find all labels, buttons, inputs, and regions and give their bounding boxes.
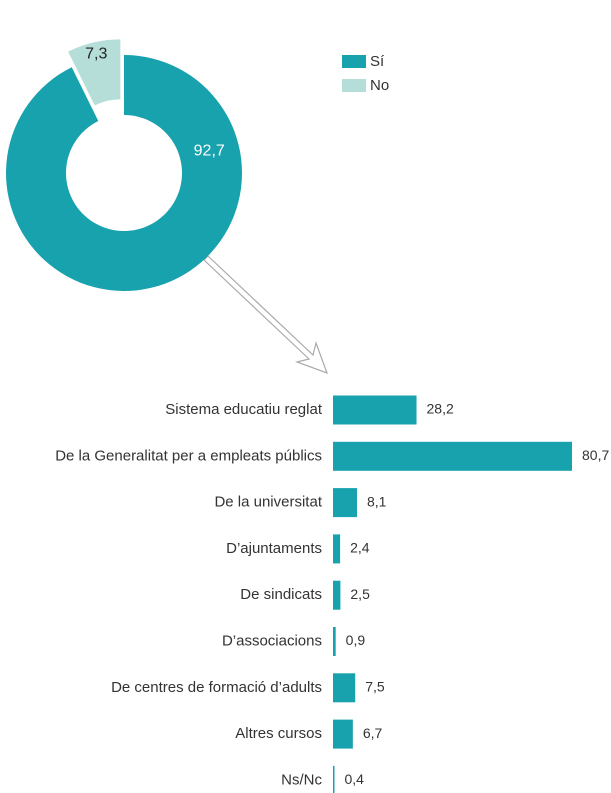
donut-slice [5,55,243,292]
value-label: 0,9 [346,632,366,648]
category-label: Sistema educatiu reglat [165,401,323,418]
category-label: D’ajuntaments [226,540,322,557]
category-label: Ns/Nc [281,771,322,788]
bar [333,580,341,610]
arrow-shape [203,255,329,375]
bar [333,441,572,471]
value-label: 0,4 [345,771,365,787]
bar [333,765,335,793]
category-label: De la Generalitat per a empleats públics [55,447,322,464]
value-label: 28,2 [427,401,454,417]
bar [333,719,353,749]
value-label: 8,1 [367,493,387,509]
legend-label: Sí [370,53,385,70]
category-label: Altres cursos [235,725,322,742]
bar [333,627,336,656]
bar [333,673,356,703]
legend-label: No [370,77,389,94]
bar [333,534,341,564]
value-label: 80,7 [582,447,609,463]
value-label: 6,7 [363,725,383,741]
category-label: De centres de formació d’adults [111,679,322,696]
value-label: 7,5 [365,679,385,695]
bar [333,488,357,518]
legend-swatch [342,55,366,68]
legend-swatch [342,79,366,92]
donut-slice [68,39,121,106]
category-label: De la universitat [214,494,322,511]
value-label: 92,7 [194,142,225,159]
value-label: 2,5 [350,586,370,602]
category-label: De sindicats [240,586,322,603]
bar [333,395,417,425]
category-label: D’associacions [222,632,322,649]
value-label: 2,4 [350,540,370,556]
value-label: 7,3 [85,45,107,62]
arrow [203,255,329,375]
